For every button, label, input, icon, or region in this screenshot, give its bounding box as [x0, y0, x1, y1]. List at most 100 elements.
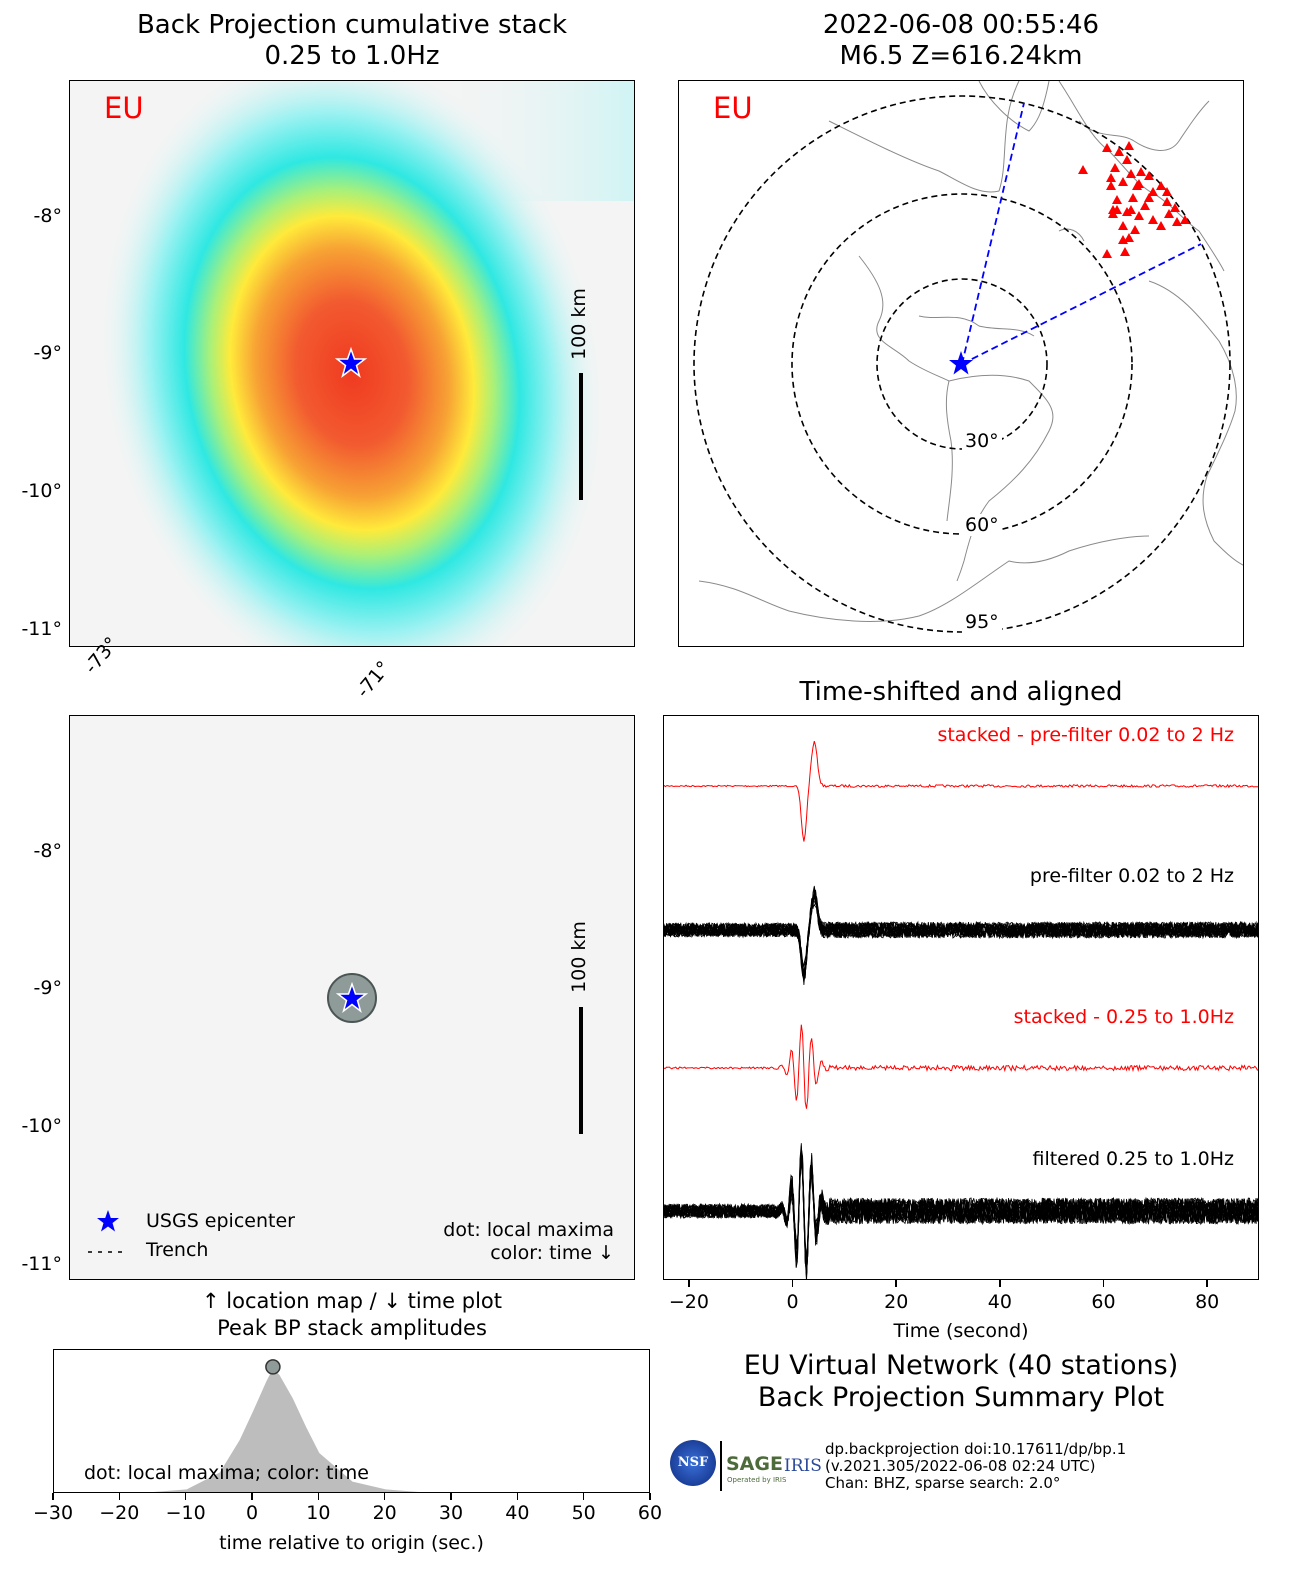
panel4-xtick: 0: [786, 1291, 799, 1313]
traces-plot: [664, 740, 1258, 1279]
coastline-north-america: [828, 81, 1020, 193]
panel1-title-line2: 0.25 to 1.0Hz: [264, 41, 440, 71]
panel3-epicenter-star-icon: [335, 981, 369, 1013]
panel5-tick-mark: [317, 1493, 320, 1500]
panel5-tick-mark: [184, 1493, 187, 1500]
trace3-label: stacked - 0.25 to 1.0Hz: [1013, 1006, 1234, 1028]
panel1-scale-bar: [579, 373, 583, 500]
panel1-ytick: -9°: [33, 342, 62, 364]
panel3-caption-line1: ↑ location map / ↓ time plot: [202, 1289, 502, 1313]
path-line: [961, 243, 1202, 365]
panel5-amplitude: dot: local maxima; color: time: [53, 1349, 650, 1493]
panel5-note: dot: local maxima; color: time: [84, 1462, 369, 1484]
station-markers: [1078, 141, 1190, 258]
panel1-ytick: -8°: [33, 205, 62, 227]
sage-logo-sub: Operated by IRIS: [727, 1476, 787, 1484]
panel1-title-line1: Back Projection cumulative stack: [136, 10, 568, 40]
panel1-network-label: EU: [104, 91, 144, 125]
panel1-title: Back Projection cumulative stack 0.25 to…: [69, 10, 635, 72]
footer-line2: (v.2021.305/2022-06-08 02:24 UTC): [825, 1457, 1096, 1475]
ring-label-95: 95°: [962, 611, 1002, 633]
coastline-europe: [1058, 81, 1225, 272]
world-map: [693, 81, 1243, 633]
panel4-tick-mark: [688, 1280, 690, 1287]
panel4-tick-mark: [999, 1280, 1001, 1287]
panel2-title-line1: 2022-06-08 00:55:46: [822, 10, 1100, 40]
trace4-line: [664, 1150, 1258, 1265]
legend-trench-icon: [88, 1251, 128, 1253]
sage-logo: SAGE: [726, 1453, 783, 1475]
coastline-iceland: [1058, 228, 1085, 242]
panel5-xtick: 0: [245, 1502, 259, 1524]
panel4-tick-mark: [895, 1280, 897, 1287]
trace4-label: filtered 0.25 to 1.0Hz: [1032, 1148, 1234, 1170]
panel3-ytick: -9°: [33, 977, 62, 999]
panel2-title-line2: M6.5 Z=616.24km: [839, 41, 1083, 71]
panel2-epicenter-star-icon: [949, 351, 973, 375]
panel1-xtick: -71°: [352, 656, 395, 703]
panel2-map: EU 30° 60° 95°: [678, 80, 1244, 647]
footer-line1: dp.backprojection doi:10.17611/dp/bp.1: [825, 1440, 1127, 1458]
panel1-epicenter-star-icon: [334, 346, 368, 378]
coastline-antarctica: [698, 535, 1150, 622]
panel3-scale-label: 100 km: [568, 921, 590, 993]
coastline-caribbean: [918, 315, 1035, 337]
panel3-note-line2: color: time ↓: [490, 1242, 614, 1264]
trace1-label: stacked - pre-filter 0.02 to 2 Hz: [937, 724, 1234, 746]
panel1-ytick: -11°: [21, 618, 62, 640]
legend-trench-label: Trench: [146, 1239, 209, 1261]
panel5-xtick: 60: [637, 1502, 663, 1524]
panel5-tick-mark: [450, 1493, 452, 1500]
panel5-xtick: −20: [99, 1502, 140, 1524]
panel4-xtick: 60: [1091, 1291, 1116, 1313]
trace2-label: pre-filter 0.02 to 2 Hz: [1029, 865, 1234, 887]
coastline-europe: [1078, 100, 1210, 151]
distance-ring-60: [791, 193, 1133, 535]
panel4-xtick: 20: [884, 1291, 909, 1313]
summary-line2: Back Projection Summary Plot: [757, 1382, 1165, 1413]
coastline-africa: [1148, 280, 1243, 566]
panel2-network-label: EU: [713, 91, 753, 125]
panel3-ytick: -10°: [21, 1115, 62, 1137]
coastline-greenland: [978, 81, 1050, 132]
panel5-tick-mark: [649, 1493, 651, 1500]
panel3-ytick: -11°: [21, 1253, 62, 1275]
panel1-map: EU 100 km: [69, 80, 635, 647]
trace2-line: [664, 903, 1258, 977]
summary-line1: EU Virtual Network (40 stations): [743, 1350, 1179, 1381]
panel3-note-line1: dot: local maxima: [443, 1219, 614, 1241]
nsf-logo: NSF: [670, 1440, 716, 1486]
panel4-xtick: 80: [1195, 1291, 1220, 1313]
panel4-xtick: −20: [668, 1291, 709, 1313]
amplitude-plot: [54, 1359, 649, 1492]
amplitude-peak-dot: [265, 1359, 281, 1375]
panel4-tick-mark: [1206, 1280, 1208, 1287]
bp-heatmap: [98, 81, 634, 646]
panel5-xtick: 20: [372, 1502, 397, 1524]
panel3-map: 100 km USGS epicenter Trench dot: local …: [69, 715, 635, 1280]
panel5-xtick: 50: [571, 1502, 596, 1524]
panel5-xlabel: time relative to origin (sec.): [219, 1532, 484, 1554]
coastline-north-america: [858, 255, 950, 382]
legend-star-icon: [97, 1210, 119, 1232]
panel5-xtick: 30: [438, 1502, 464, 1524]
trace4-line: [664, 1157, 1258, 1258]
panel4-xtick: 40: [987, 1291, 1012, 1313]
legend-epicenter-label: USGS epicenter: [146, 1210, 295, 1232]
panel5-xtick: 40: [505, 1502, 530, 1524]
panel3-caption: ↑ location map / ↓ time plot Peak BP sta…: [69, 1288, 635, 1342]
panel5-tick-mark: [251, 1493, 253, 1500]
panel2-title: 2022-06-08 00:55:46 M6.5 Z=616.24km: [678, 10, 1244, 72]
panel3-caption-line2: Peak BP stack amplitudes: [217, 1316, 487, 1340]
trace1-line: [664, 740, 1258, 842]
ring-label-60: 60°: [962, 514, 1002, 536]
coastline-south-america: [945, 380, 953, 522]
panel1-scale-label: 100 km: [568, 288, 590, 360]
panel4-tick-mark: [1102, 1280, 1105, 1287]
panel5-tick-mark: [383, 1493, 386, 1500]
panel4-title: Time-shifted and aligned: [799, 677, 1123, 707]
panel5-tick-mark: [52, 1493, 54, 1500]
panel5-tick-mark: [582, 1493, 585, 1500]
coastline-south-america: [948, 374, 1054, 582]
footer-line3: Chan: BHZ, sparse search: 2.0°: [825, 1474, 1061, 1492]
